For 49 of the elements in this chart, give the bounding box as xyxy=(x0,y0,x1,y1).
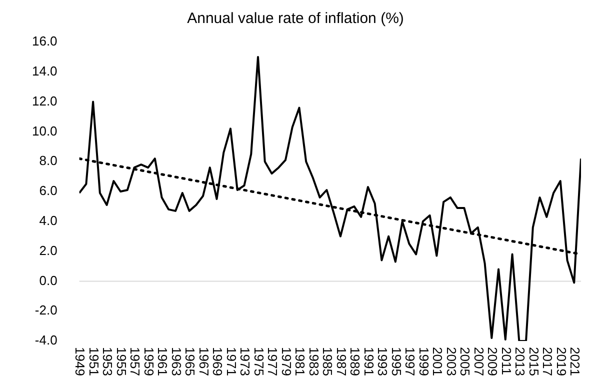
x-tick-label: 1969 xyxy=(210,347,226,376)
x-tick-label: 1975 xyxy=(251,347,266,376)
x-tick-label: 2003 xyxy=(444,347,459,376)
x-tick-label: 1977 xyxy=(265,347,280,376)
y-tick-label: -2.0 xyxy=(34,302,58,318)
x-tick-label: 1961 xyxy=(155,347,170,376)
x-tick-label: 2021 xyxy=(568,347,583,376)
x-tick-label: 1987 xyxy=(334,347,349,376)
chart-title: Annual value rate of inflation (%) xyxy=(187,10,404,28)
x-tick-label: 1981 xyxy=(292,347,308,376)
x-tick-label: 1949 xyxy=(72,347,88,376)
x-tick-label: 2011 xyxy=(498,347,514,375)
x-tick-label: 2009 xyxy=(485,347,500,376)
x-tick-label: 1967 xyxy=(196,347,212,376)
x-tick-label: 1951 xyxy=(86,347,102,376)
x-tick-label: 1953 xyxy=(100,347,116,376)
x-tick-label: 1979 xyxy=(278,347,294,376)
x-tick-label: 1957 xyxy=(128,347,143,376)
x-tick-label: 1973 xyxy=(238,347,253,376)
x-tick-label: 1999 xyxy=(416,347,432,376)
x-tick-label: 1985 xyxy=(320,347,336,376)
y-tick-label: 16.0 xyxy=(32,34,58,49)
y-tick-label: 4.0 xyxy=(39,212,58,228)
x-tick-label: 2013 xyxy=(512,347,528,376)
y-tick-label: 8.0 xyxy=(39,153,58,168)
y-tick-label: 10.0 xyxy=(32,123,58,138)
x-tick-label: 1991 xyxy=(361,347,376,376)
y-tick-label: 2.0 xyxy=(39,242,58,258)
y-tick-label: 14.0 xyxy=(32,63,58,78)
x-tick-label: 1989 xyxy=(348,347,363,376)
x-tick-label: 1955 xyxy=(114,347,129,376)
x-tick-label: 2019 xyxy=(554,347,569,376)
x-tick-label: 1963 xyxy=(168,347,184,376)
x-tick-label: 1965 xyxy=(182,347,198,376)
x-tick-label: 2007 xyxy=(471,347,486,376)
x-tick-label: 2005 xyxy=(458,347,473,376)
x-tick-label: 1995 xyxy=(388,347,404,376)
x-tick-label: 1993 xyxy=(375,347,390,376)
y-tick-label: -4.0 xyxy=(34,332,58,348)
y-tick-label: 0.0 xyxy=(39,272,58,288)
x-tick-label: 2001 xyxy=(430,347,446,376)
y-tick-label: 6.0 xyxy=(39,183,58,198)
y-tick-label: 12.0 xyxy=(32,93,58,108)
x-tick-label: 2017 xyxy=(540,347,556,376)
x-tick-label: 1971 xyxy=(224,347,239,376)
x-tick-label: 2015 xyxy=(526,347,542,376)
x-tick-label: 1959 xyxy=(141,347,156,376)
x-tick-label: 1997 xyxy=(402,347,418,376)
x-tick-label: 1983 xyxy=(306,347,322,376)
